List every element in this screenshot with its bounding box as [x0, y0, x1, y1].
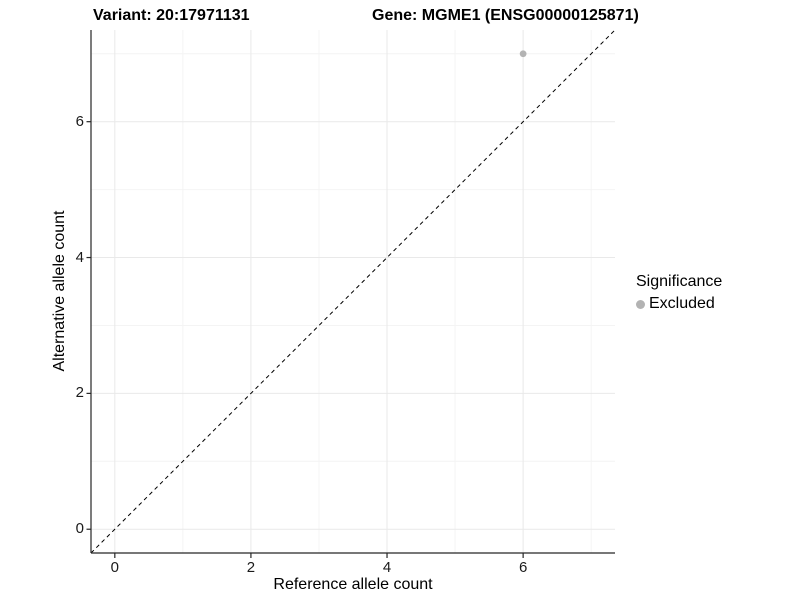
x-axis-title: Reference allele count	[273, 576, 433, 593]
legend-point-marker	[636, 299, 645, 309]
legend-entry-excluded: Excluded	[636, 295, 722, 313]
y-tick-label: 4	[75, 248, 84, 266]
y-tick-label: 6	[75, 112, 84, 130]
legend-title: Significance	[636, 273, 723, 290]
legend: Significance Excluded	[636, 272, 722, 313]
x-tick-label: 0	[110, 559, 119, 576]
legend-entry-label: Excluded	[649, 295, 715, 312]
x-tick-label: 2	[246, 559, 256, 576]
x-tick-label: 6	[518, 559, 528, 576]
data-point	[519, 50, 527, 58]
plot-title-variant: Variant: 20:17971131	[93, 7, 250, 24]
identity-dashed-line	[91, 30, 615, 553]
y-tick-label: 0	[75, 520, 84, 538]
x-tick-label: 4	[382, 559, 392, 576]
y-tick-label: 2	[75, 384, 84, 402]
plot-title-gene: Gene: MGME1 (ENSG00000125871)	[372, 7, 639, 24]
